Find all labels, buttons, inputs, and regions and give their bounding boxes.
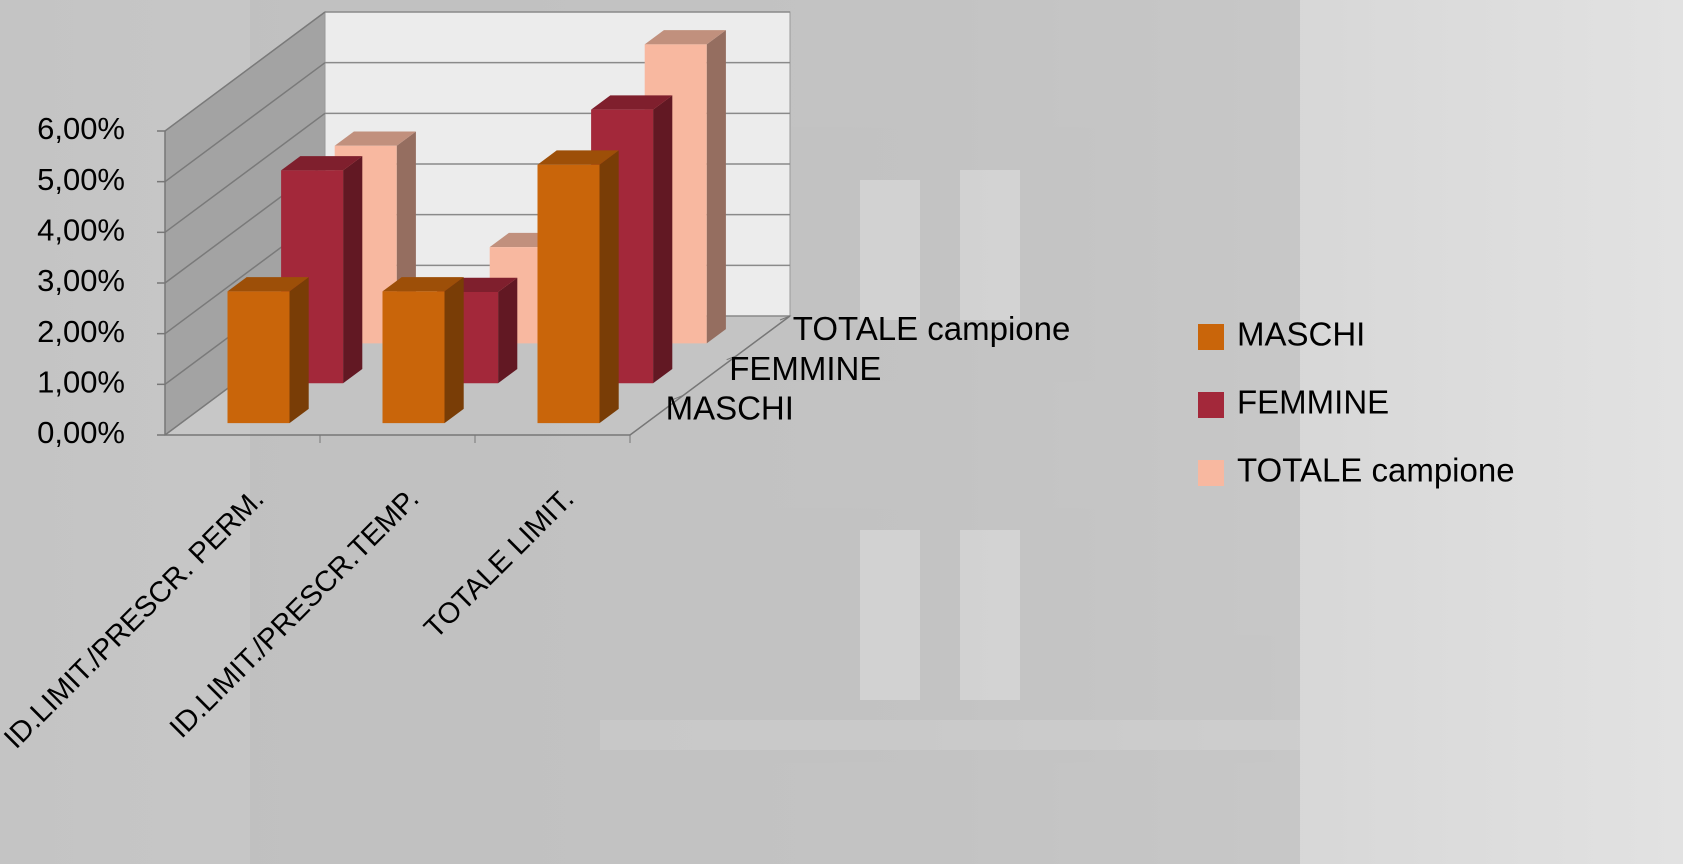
bar-top (644, 30, 726, 45)
grid-line (164, 62, 326, 183)
depth-tick (673, 394, 684, 400)
bar-side (289, 277, 309, 424)
bar-top (227, 277, 309, 292)
y-tick-label: 1,00% (37, 365, 125, 400)
bar (382, 291, 445, 424)
legend-swatch (1198, 324, 1224, 350)
legend-label: TOTALE campione (1237, 452, 1515, 489)
bar (227, 291, 290, 424)
y-tick-label: 5,00% (37, 162, 125, 197)
bar-top (537, 150, 619, 165)
bar-side (498, 277, 518, 384)
bar-top (382, 277, 464, 292)
bar-top (281, 156, 363, 171)
legend-swatch (1198, 460, 1224, 486)
bar (537, 164, 600, 424)
depth-tick (726, 355, 737, 361)
bar-top (334, 131, 416, 146)
y-tick-label: 0,00% (37, 415, 125, 450)
depth-tick (779, 315, 791, 321)
y-tick-label: 6,00% (37, 111, 125, 146)
bar-side (653, 95, 673, 384)
legend-label: MASCHI (1237, 316, 1365, 353)
y-tick-label: 2,00% (37, 314, 125, 349)
depth-label: TOTALE campione (793, 310, 1071, 347)
grid-line (164, 112, 326, 233)
depth-label: MASCHI (666, 390, 794, 427)
depth-axis (629, 315, 791, 436)
bar-side (444, 277, 464, 424)
bar-side (343, 156, 363, 384)
bar-side (706, 30, 726, 344)
y-tick-label: 4,00% (37, 213, 125, 248)
legend-swatch (1198, 392, 1224, 418)
y-tick-label: 3,00% (37, 263, 125, 298)
depth-label: FEMMINE (729, 350, 881, 387)
bar-side (599, 150, 619, 424)
legend-label: FEMMINE (1237, 384, 1389, 421)
bar-top (591, 95, 673, 110)
grid-line (164, 11, 326, 132)
